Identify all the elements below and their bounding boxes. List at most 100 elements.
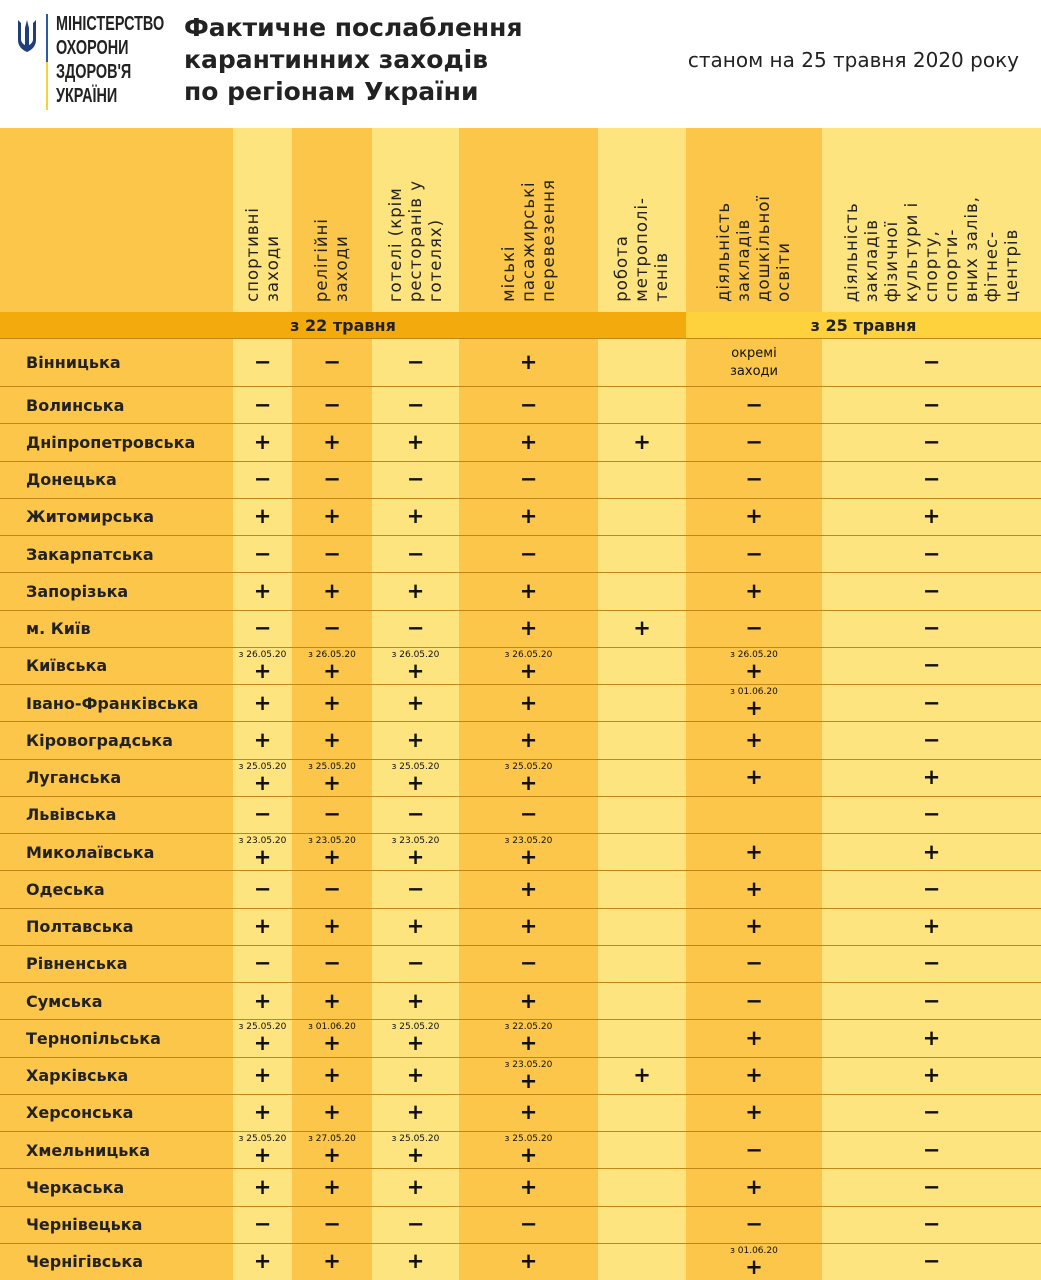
table-cell: + [372,424,459,460]
table-cell: + [686,760,822,796]
band-from-25-may: з 25 травня [686,312,1041,338]
minus-icon: − [519,467,538,492]
plus-icon: + [323,845,341,870]
plus-icon: + [253,690,272,715]
table-cell: з 25.05.20 + [233,1020,292,1056]
minus-icon: − [922,429,941,454]
minus-icon: − [745,392,763,417]
minus-icon: − [519,951,538,976]
plus-icon: + [519,658,538,683]
table-cell: − [292,387,372,423]
effective-date-note: з 25.05.20 [504,1134,553,1145]
plus-icon: + [519,350,538,374]
table-cell [598,1244,686,1280]
minus-icon: − [406,616,425,641]
table-row: Івано-Франківська + + + + з 01.06.20 + − [0,684,1041,721]
plus-icon: + [253,1031,272,1056]
table-row: Луганська з 25.05.20 + з 25.05.20 + з 25.05.2… [0,758,1041,796]
plus-icon: + [406,1174,425,1199]
table-cell: − [822,387,1041,423]
table-cell: − [822,871,1041,907]
plus-icon: + [745,1174,763,1199]
table-cell: + [372,722,459,758]
table-cell: + [372,1244,459,1280]
column-header-label: готелі (крім ресторанів у готелях) [385,179,445,302]
plus-icon: + [253,658,272,683]
minus-icon: − [253,350,272,374]
table-cell: − [686,536,822,572]
table-cell [598,387,686,423]
column-header: готелі (крім ресторанів у готелях) [372,128,459,312]
column-header: міські пасажирські перевезення [459,128,598,312]
table-row: Львівська − − − − − [0,795,1041,833]
minus-icon: − [323,616,341,641]
plus-icon: + [519,1174,538,1199]
table-cell: − [822,1132,1041,1168]
table-cell: − [372,797,459,833]
plus-icon: + [406,578,425,603]
plus-icon: + [745,765,763,790]
table-cell: з 27.05.20 + [292,1132,372,1168]
plus-icon: + [745,1025,763,1050]
plus-icon: + [323,1031,341,1056]
minus-icon: − [519,1212,538,1237]
table-cell: + [372,685,459,721]
table-cell: − [459,462,598,498]
table-cell: з 26.05.20 + [372,648,459,684]
effective-date-note: з 23.05.20 [238,836,287,847]
table-cell: з 23.05.20 + [292,834,372,870]
table-cell: + [686,1095,822,1131]
region-name: Дніпропетровська [26,432,196,452]
table-cell: + [233,909,292,945]
region-name: Херсонська [26,1103,134,1123]
table-cell: з 26.05.20 + [292,648,372,684]
region-name: м. Київ [26,619,91,639]
minus-icon: − [253,467,272,492]
table-cell: з 23.05.20 + [372,834,459,870]
plus-icon: + [745,504,763,529]
plus-icon: + [519,616,538,641]
table-cell: + [686,573,822,609]
table-cell: + [459,1169,598,1205]
plus-icon: + [519,1068,538,1093]
table-cell [598,909,686,945]
table-cell: − [233,1207,292,1243]
minus-icon: − [922,350,941,374]
table-cell [598,871,686,907]
effective-date-note: з 25.05.20 [238,1134,287,1145]
table-cell [598,834,686,870]
minus-icon: − [253,876,272,901]
page-title: Фактичне послаблення карантинних заходів… [184,13,523,106]
table-cell: + [233,424,292,460]
region-name: Черкаська [26,1177,125,1197]
plus-icon: + [745,1254,763,1279]
table-cell [598,797,686,833]
table-cell [598,760,686,796]
plus-icon: + [253,770,272,795]
minus-icon: − [323,350,341,374]
minus-icon: − [922,1100,941,1125]
table-cell: з 25.05.20 + [292,760,372,796]
minus-icon: − [745,429,763,454]
plus-icon: + [323,658,341,683]
table-cell: − [292,536,372,572]
table-cell: − [372,462,459,498]
table-cell [686,797,822,833]
table-cell: + [372,573,459,609]
table-cell: з 25.05.20 + [372,1020,459,1056]
plus-icon: + [253,578,272,603]
table-cell: + [233,573,292,609]
table-cell: + [372,983,459,1019]
table-cell [598,339,686,386]
table-cell [598,685,686,721]
table-cell: + [686,1169,822,1205]
minus-icon: − [323,876,341,901]
plus-icon: + [519,988,538,1013]
table-cell: − [822,1207,1041,1243]
plus-icon: + [253,1174,272,1199]
plus-icon: + [519,578,538,603]
table-cell: + [292,1095,372,1131]
plus-icon: + [519,690,538,715]
column-header: релігійні заходи [292,128,372,312]
plus-icon: + [745,1100,763,1125]
